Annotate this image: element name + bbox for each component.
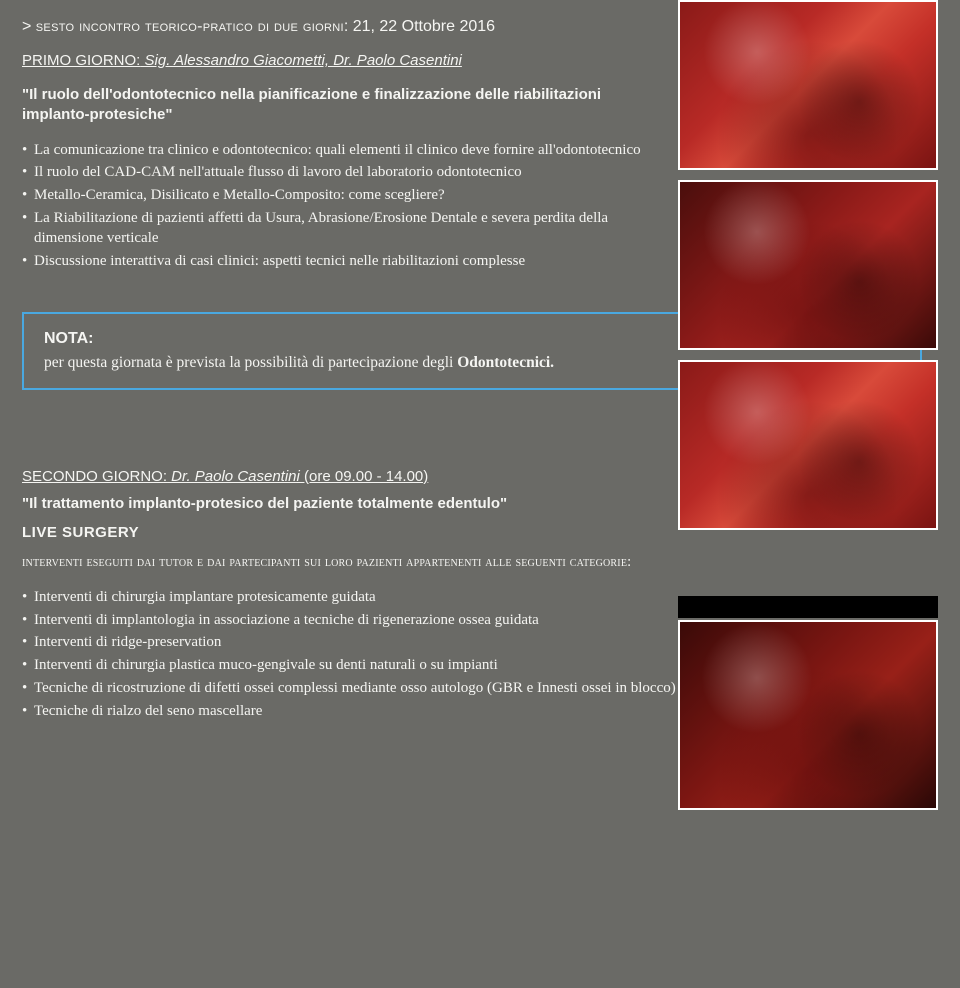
- primo-names: Sig. Alessandro Giacometti, Dr. Paolo Ca…: [140, 52, 462, 69]
- meeting-header: > sesto incontro teorico-pratico di due …: [22, 18, 662, 36]
- list-item-text: Il ruolo del CAD-CAM nell'attuale flusso…: [34, 164, 522, 180]
- session-title-2: "Il trattamento implanto-protesico del p…: [22, 495, 662, 512]
- list-item-text: Interventi di implantologia in associazi…: [34, 612, 539, 628]
- list-item: Discussione interattiva di casi clinici:…: [22, 251, 662, 272]
- list-item: Interventi di ridge-preservation: [22, 632, 722, 653]
- list-item: Il ruolo del CAD-CAM nell'attuale flusso…: [22, 162, 662, 183]
- header-prefix: >: [22, 18, 36, 35]
- clinical-photo-2: [678, 180, 938, 350]
- bullet-list-1: La comunicazione tra clinico e odontotec…: [22, 140, 662, 272]
- list-item: La comunicazione tra clinico e odontotec…: [22, 140, 662, 161]
- live-surgery-label: LIVE SURGERY: [22, 524, 662, 541]
- list-item-text: La comunicazione tra clinico e odontotec…: [34, 142, 641, 158]
- list-item-text: Discussione interattiva di casi clinici:…: [34, 253, 525, 269]
- list-item-text: Interventi di ridge-preservation: [34, 634, 221, 650]
- bullet-list-2: Interventi di chirurgia implantare prote…: [22, 587, 722, 721]
- list-item-text: La Riabilitazione di pazienti affetti da…: [34, 210, 608, 247]
- list-item-text: Metallo-Ceramica, Disilicato e Metallo-C…: [34, 187, 445, 203]
- secondo-time: (ore 09.00 - 14.00): [304, 468, 428, 485]
- session-title-1: "Il ruolo dell'odontotecnico nella piani…: [22, 85, 662, 126]
- list-item: Tecniche di rialzo del seno mascellare: [22, 701, 722, 722]
- list-item-text: Interventi di chirurgia plastica muco-ge…: [34, 657, 498, 673]
- list-item: Interventi di chirurgia implantare prote…: [22, 587, 722, 608]
- clinical-photo-1: [678, 0, 938, 170]
- primo-giorno-line: PRIMO GIORNO: Sig. Alessandro Giacometti…: [22, 52, 662, 69]
- list-item: La Riabilitazione di pazienti affetti da…: [22, 208, 662, 249]
- secondo-giorno-line: SECONDO GIORNO: Dr. Paolo Casentini (ore…: [22, 468, 662, 485]
- clinical-photo-3: [678, 360, 938, 530]
- secondo-label: SECONDO GIORNO:: [22, 468, 167, 485]
- list-item: Interventi di implantologia in associazi…: [22, 610, 722, 631]
- secondo-name: Dr. Paolo Casentini: [167, 468, 304, 485]
- interventi-intro: interventi eseguiti dai tutor e dai part…: [22, 551, 662, 573]
- list-item-text: Tecniche di rialzo del seno mascellare: [34, 703, 262, 719]
- list-item: Tecniche di ricostruzione di difetti oss…: [22, 678, 722, 699]
- nota-text-bold: Odontotecnici.: [457, 354, 554, 371]
- primo-label: PRIMO GIORNO:: [22, 52, 140, 69]
- list-item: Interventi di chirurgia plastica muco-ge…: [22, 655, 722, 676]
- list-item-text: Tecniche di ricostruzione di difetti oss…: [34, 680, 676, 696]
- nota-text-pre: per questa giornata è prevista la possib…: [44, 354, 457, 371]
- header-dates: : 21, 22 Ottobre 2016: [344, 18, 495, 35]
- list-item: Metallo-Ceramica, Disilicato e Metallo-C…: [22, 185, 662, 206]
- header-smallcaps: sesto incontro teorico-pratico di due gi…: [36, 18, 344, 35]
- list-item-text: Interventi di chirurgia implantare prote…: [34, 589, 376, 605]
